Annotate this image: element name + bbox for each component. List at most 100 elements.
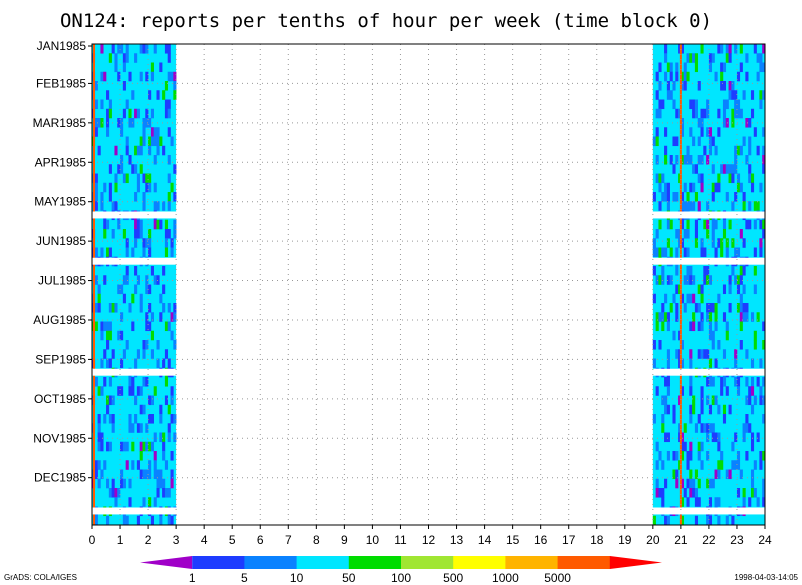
heatmap-cell	[170, 312, 174, 322]
heatmap-cell	[97, 145, 101, 156]
heatmap-cell	[164, 44, 169, 54]
heatmap-cell	[658, 312, 662, 322]
heatmap-cell	[156, 478, 160, 489]
heatmap-cell	[658, 182, 662, 193]
heatmap-cell	[173, 219, 177, 230]
heatmap-cell	[167, 515, 171, 526]
heatmap-cell	[94, 99, 98, 110]
heatmap-cell	[683, 182, 687, 193]
heatmap-cell	[745, 377, 749, 387]
heatmap-cell	[108, 488, 112, 498]
heatmap-cell	[680, 219, 684, 230]
heatmap-cell	[120, 469, 124, 480]
heatmap-cell	[664, 293, 668, 304]
heatmap-cell	[728, 404, 732, 415]
heatmap-cell	[756, 377, 760, 387]
heatmap-cell	[762, 321, 766, 332]
heatmap-cell	[711, 164, 715, 174]
heatmap-cell	[128, 497, 132, 507]
heatmap-cell	[170, 238, 174, 248]
heatmap-cell	[731, 460, 735, 470]
heatmap-cell	[734, 164, 738, 174]
heatmap-cell	[167, 99, 171, 110]
heatmap-cell	[753, 219, 757, 230]
heatmap-cell	[128, 414, 132, 424]
heatmap-cell	[736, 99, 741, 110]
heatmap-cell	[661, 173, 665, 184]
heatmap-cell	[669, 275, 673, 285]
heatmap-cell	[103, 321, 107, 332]
heatmap-cell	[697, 451, 701, 461]
heatmap-cell	[739, 469, 743, 480]
heatmap-cell	[120, 284, 124, 295]
heatmap-cell	[748, 395, 752, 406]
heatmap-cell	[664, 182, 668, 193]
x-tick-label: 15	[506, 533, 520, 547]
heatmap-cell	[106, 219, 110, 230]
heatmap-cell	[725, 164, 729, 174]
heatmap-cell	[655, 155, 659, 165]
heatmap-cell	[756, 145, 760, 156]
heatmap-cell	[731, 441, 735, 452]
heatmap-cell	[742, 266, 746, 276]
heatmap-cell	[131, 90, 135, 100]
heatmap-cell	[689, 99, 693, 110]
heatmap-cell	[94, 515, 98, 526]
heatmap-cell	[162, 478, 166, 489]
heatmap-cell	[742, 432, 746, 443]
heatmap-cell	[100, 71, 104, 82]
heatmap-cell	[156, 201, 160, 211]
heatmap-cell	[678, 108, 682, 119]
heatmap-cell	[700, 293, 704, 304]
heatmap-cell	[689, 201, 693, 211]
heatmap-cell	[739, 182, 743, 193]
heatmap-cell	[131, 377, 135, 387]
heatmap-cell	[750, 173, 755, 184]
heatmap-cell	[661, 192, 665, 202]
heatmap-cell	[658, 173, 662, 184]
heatmap-cell	[148, 414, 152, 424]
heatmap-cell	[156, 145, 160, 156]
heatmap-cell	[697, 201, 701, 211]
heatmap-cell	[145, 173, 149, 184]
heatmap-cell	[153, 451, 157, 461]
heatmap-cell	[100, 386, 104, 396]
heatmap-cell	[661, 488, 665, 498]
heatmap-cell	[739, 340, 743, 350]
heatmap-cell	[106, 127, 110, 137]
heatmap-cell	[675, 303, 679, 313]
heatmap-cell	[159, 293, 163, 304]
heatmap-cell	[136, 460, 140, 470]
heatmap-cell	[759, 182, 763, 193]
heatmap-cell	[714, 71, 718, 82]
heatmap-cell	[669, 303, 673, 313]
heatmap-cell	[697, 81, 701, 91]
heatmap-cell	[106, 515, 110, 526]
heatmap-cell	[689, 451, 693, 461]
heatmap-cell	[661, 275, 665, 285]
heatmap-cell	[103, 414, 107, 424]
heatmap-cell	[672, 469, 676, 480]
heatmap-cell	[669, 62, 673, 73]
heatmap-cell	[720, 377, 724, 387]
heatmap-cell	[164, 108, 169, 119]
heatmap-cell	[652, 192, 656, 202]
heatmap-cell	[652, 358, 656, 369]
heatmap-cell	[661, 497, 665, 507]
heatmap-cell	[145, 321, 149, 332]
heatmap-cell	[100, 321, 104, 332]
heatmap-cell	[148, 303, 152, 313]
heatmap-cell	[145, 275, 149, 285]
heatmap-cell	[148, 321, 152, 332]
y-tick-label: AUG1985	[33, 313, 86, 327]
heatmap-cell	[722, 404, 727, 415]
heatmap-cell	[683, 201, 687, 211]
heatmap-cell	[103, 229, 107, 239]
heatmap-cell	[700, 349, 704, 359]
heatmap-cell	[658, 219, 662, 230]
heatmap-cell	[108, 108, 112, 119]
heatmap-cell	[652, 266, 656, 276]
heatmap-cell	[675, 478, 679, 489]
heatmap-cell	[159, 219, 163, 230]
heatmap-cell	[678, 460, 682, 470]
